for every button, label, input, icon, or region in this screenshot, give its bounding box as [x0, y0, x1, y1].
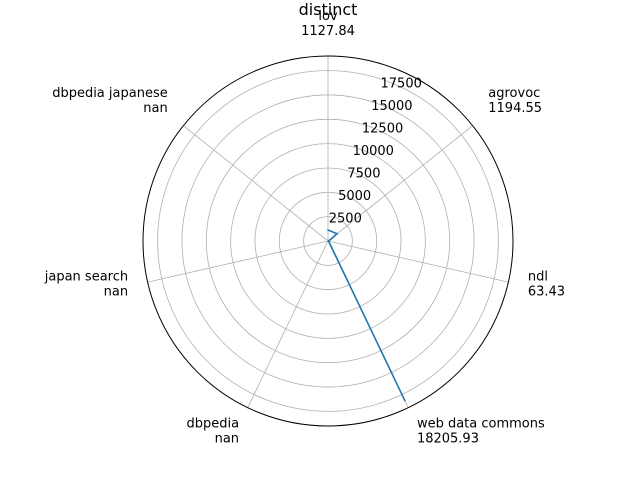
chart-title: distinct	[299, 0, 358, 19]
spoke-line	[327, 125, 473, 242]
radial-tick-label: 12500	[362, 122, 403, 137]
radial-tick-label: 17500	[381, 77, 422, 92]
series-line	[327, 229, 406, 402]
category-value: nan	[215, 432, 239, 447]
spoke-line	[247, 240, 329, 408]
category-name: dbpedia	[186, 417, 239, 432]
radial-tick-label: 10000	[353, 144, 394, 159]
category-value: nan	[143, 101, 167, 116]
radial-tick-label: 5000	[338, 189, 371, 204]
category-name: lov	[318, 9, 338, 24]
polar-frame	[142, 55, 514, 427]
radial-tick-label: 7500	[347, 167, 380, 182]
category-value: 1194.55	[488, 101, 542, 116]
category-name: web data commons	[417, 417, 545, 432]
category-name: japan search	[44, 270, 128, 285]
radial-tick-label: 15000	[371, 99, 412, 114]
radial-tick-label: 2500	[329, 212, 362, 227]
data-point	[404, 399, 406, 402]
category-value: 18205.93	[417, 432, 479, 447]
spoke-line	[183, 125, 329, 242]
category-name: agrovoc	[488, 86, 540, 101]
category-value: 63.43	[528, 285, 565, 300]
series-layer	[327, 229, 406, 402]
spoke-line	[327, 240, 509, 283]
radial-tick-labels: 2500 5000 7500 10000 12500 15000 17500	[329, 77, 422, 227]
spoke-line	[147, 240, 329, 283]
data-point	[336, 232, 338, 235]
category-value: nan	[104, 285, 128, 300]
data-point	[327, 229, 329, 231]
category-value: 1127.84	[301, 24, 355, 39]
category-name: ndl	[528, 270, 548, 285]
data-point	[327, 240, 330, 242]
category-name: dbpedia japanese	[52, 86, 168, 101]
